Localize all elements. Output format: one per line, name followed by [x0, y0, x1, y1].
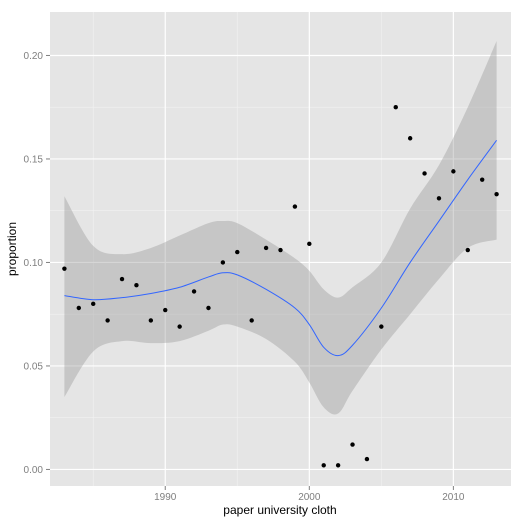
data-point — [220, 260, 226, 265]
major-gridlines — [50, 12, 511, 486]
data-point — [119, 276, 125, 282]
data-point — [191, 289, 197, 294]
data-points — [62, 105, 499, 468]
smooth-line — [64, 140, 497, 357]
y-axis-ticks: 0.00 0.05 0.10 0.15 0.20 — [24, 51, 50, 476]
confidence-band — [64, 40, 497, 415]
y-tick-label: 0.00 — [24, 465, 44, 476]
x-axis-ticks: 1990 2000 2010 — [154, 486, 465, 503]
data-point — [91, 301, 96, 307]
minor-gridlines — [50, 12, 511, 486]
data-point — [163, 307, 168, 313]
data-point — [407, 136, 413, 141]
y-tick-label: 0.15 — [24, 154, 44, 165]
data-point — [206, 305, 211, 311]
data-point — [465, 247, 470, 253]
data-point — [307, 241, 312, 247]
data-point — [76, 305, 82, 311]
data-point — [350, 442, 355, 447]
y-axis-title: proportion — [5, 222, 19, 276]
data-point — [148, 318, 154, 323]
data-point — [379, 324, 384, 329]
y-tick-label: 0.20 — [24, 51, 44, 62]
y-tick-label: 0.05 — [24, 361, 44, 372]
y-tick-label: 0.10 — [24, 258, 44, 269]
data-point — [177, 324, 182, 329]
data-point — [62, 266, 67, 271]
data-point — [249, 318, 254, 323]
data-point — [479, 177, 485, 182]
data-point — [364, 456, 370, 462]
data-point — [393, 105, 398, 110]
data-point — [134, 283, 139, 288]
data-point — [278, 247, 283, 253]
x-tick-label: 2000 — [298, 492, 321, 503]
data-point — [292, 204, 298, 209]
data-point — [235, 249, 240, 255]
data-point — [422, 171, 427, 176]
data-point — [494, 191, 499, 197]
data-point — [335, 463, 341, 468]
x-tick-label: 2010 — [442, 492, 465, 503]
data-point — [321, 463, 326, 468]
x-tick-label: 1990 — [154, 492, 177, 503]
data-point — [105, 318, 110, 323]
data-point — [263, 245, 269, 251]
data-point — [451, 169, 456, 174]
x-axis-title: paper university cloth — [223, 503, 336, 517]
data-point — [436, 196, 442, 201]
